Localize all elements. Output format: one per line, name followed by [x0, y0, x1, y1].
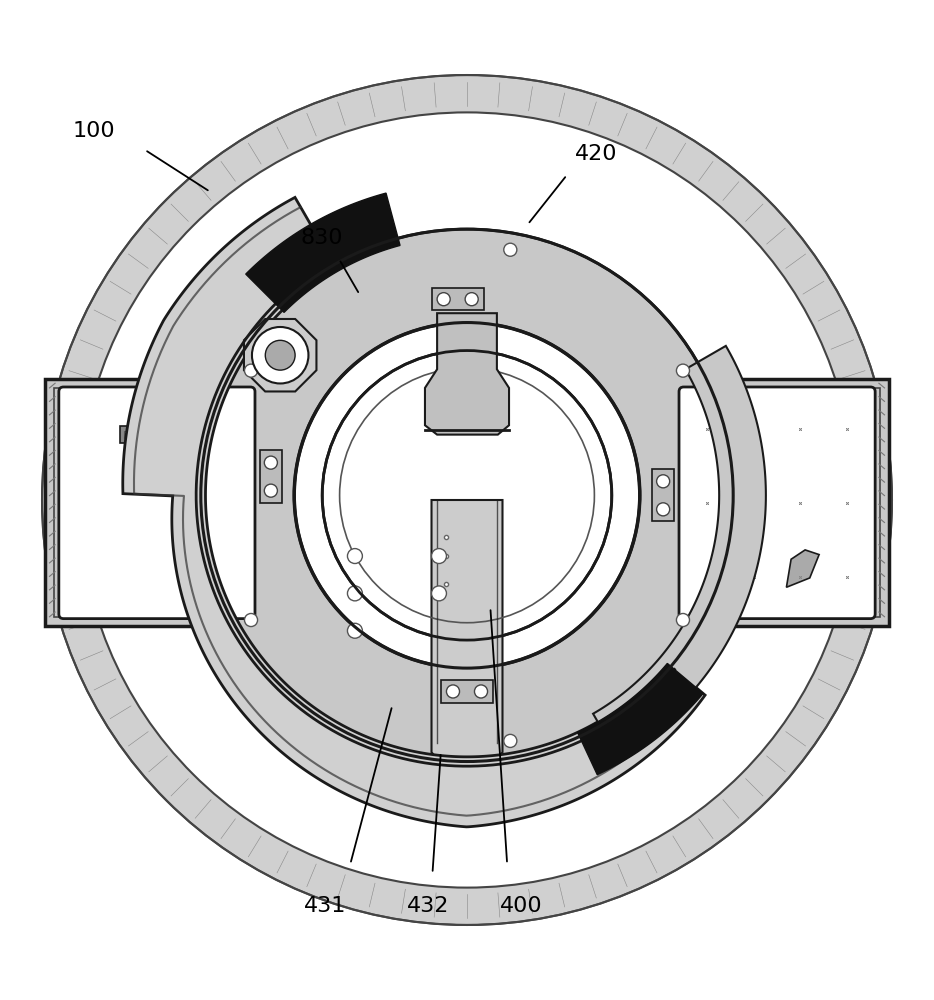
Circle shape: [432, 549, 446, 564]
Circle shape: [657, 475, 670, 488]
Polygon shape: [244, 319, 317, 391]
Polygon shape: [122, 197, 705, 827]
Polygon shape: [441, 680, 493, 703]
Polygon shape: [432, 288, 484, 310]
Circle shape: [146, 460, 159, 473]
Bar: [124, 431, 180, 438]
Circle shape: [245, 364, 258, 377]
Bar: [45, 379, 889, 626]
Circle shape: [252, 327, 308, 383]
Text: 420: 420: [574, 144, 617, 164]
Circle shape: [503, 734, 517, 747]
Circle shape: [465, 293, 478, 306]
FancyBboxPatch shape: [679, 387, 875, 619]
Polygon shape: [593, 346, 766, 754]
FancyBboxPatch shape: [59, 387, 255, 619]
Circle shape: [294, 323, 640, 668]
Circle shape: [347, 549, 362, 564]
Circle shape: [503, 243, 517, 256]
Circle shape: [432, 586, 446, 601]
Polygon shape: [246, 193, 400, 312]
Circle shape: [676, 613, 689, 627]
Text: 830: 830: [301, 228, 344, 248]
Text: 432: 432: [406, 896, 449, 916]
Circle shape: [347, 623, 362, 638]
Bar: [54, 388, 880, 617]
Circle shape: [79, 112, 855, 888]
Circle shape: [264, 484, 277, 497]
Polygon shape: [432, 500, 502, 771]
Text: 400: 400: [500, 896, 543, 916]
Circle shape: [139, 453, 165, 479]
Circle shape: [676, 364, 689, 377]
Polygon shape: [425, 313, 509, 435]
Circle shape: [657, 503, 670, 516]
Polygon shape: [260, 450, 282, 503]
Text: 431: 431: [304, 896, 347, 916]
Circle shape: [347, 586, 362, 601]
Circle shape: [322, 351, 612, 640]
Circle shape: [446, 685, 460, 698]
Polygon shape: [652, 469, 674, 521]
Circle shape: [474, 685, 488, 698]
Circle shape: [264, 456, 277, 469]
Circle shape: [265, 340, 295, 370]
Circle shape: [245, 613, 258, 627]
Circle shape: [42, 75, 892, 925]
Polygon shape: [577, 663, 703, 775]
Bar: [120, 426, 185, 443]
Text: 100: 100: [72, 121, 115, 141]
Circle shape: [437, 293, 450, 306]
Polygon shape: [786, 550, 819, 587]
Circle shape: [201, 229, 733, 762]
